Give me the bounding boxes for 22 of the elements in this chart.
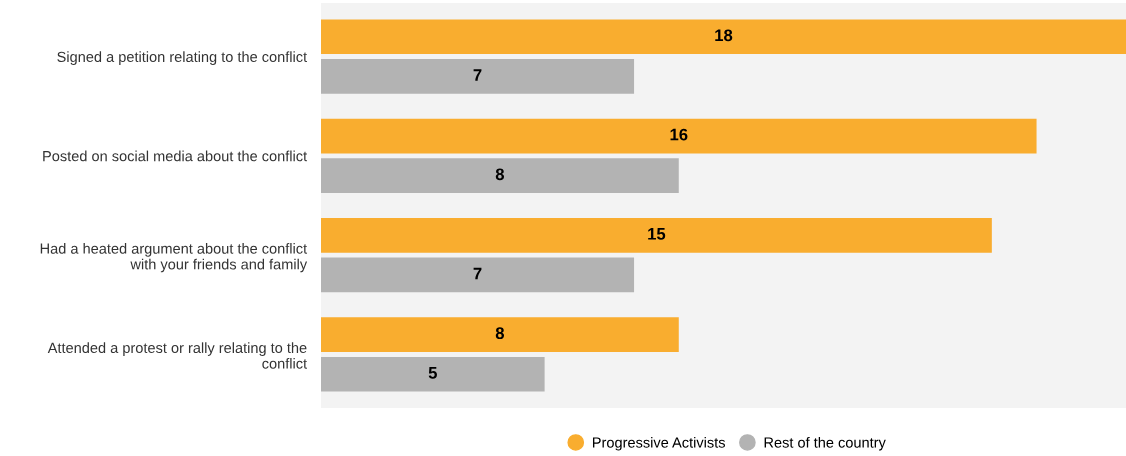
- data-label: 8: [495, 168, 505, 181]
- data-label: 16: [670, 128, 688, 141]
- bar: [321, 317, 679, 352]
- y-tick-label: Signed a petition relating to the conflict: [57, 51, 308, 65]
- y-tick-label: Attended a protest or rally relating to the conflict: [47, 342, 308, 369]
- bar: [321, 217, 992, 253]
- legend-label: Rest of the country: [764, 437, 886, 451]
- bar: [321, 19, 1126, 55]
- data-label: 8: [495, 327, 505, 340]
- y-tick-label: Posted on social media about the conflict: [43, 150, 308, 162]
- y-tick-label: Had a heated argument about the conflict with your friends and family: [40, 243, 308, 273]
- bar: [321, 356, 545, 392]
- bar: [321, 118, 1037, 154]
- bar: [321, 257, 635, 293]
- data-label: 5: [428, 367, 437, 379]
- data-label: 18: [715, 29, 733, 42]
- data-label: 7: [473, 69, 482, 81]
- data-label: 7: [473, 267, 482, 280]
- bar: [321, 158, 679, 194]
- bar: [321, 59, 635, 94]
- legend-label: Progressive Activists: [593, 437, 725, 451]
- data-label: 15: [648, 228, 666, 240]
